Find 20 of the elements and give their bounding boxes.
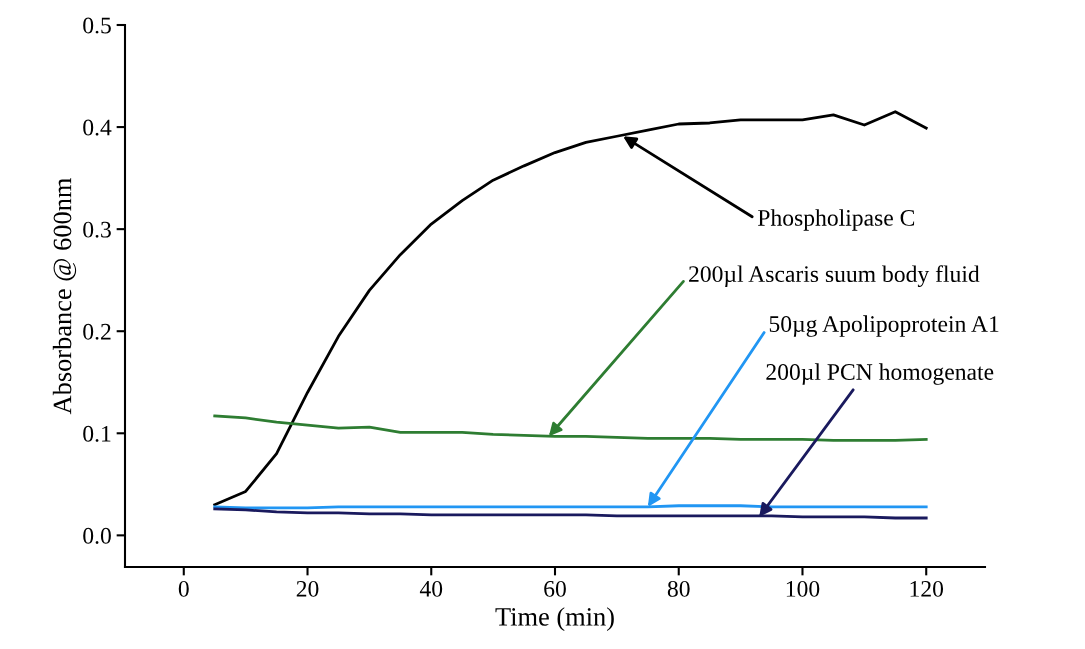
- y-tick-label: 0.4: [83, 119, 112, 136]
- x-tick-label: 120: [910, 580, 944, 597]
- y-axis-title: Absorbance @ 600nm: [52, 178, 77, 415]
- x-tick-label: 0: [178, 580, 189, 597]
- x-tick-label: 20: [296, 580, 319, 597]
- y-tick-label: 0.1: [83, 425, 111, 442]
- x-tick-label: 60: [544, 580, 566, 597]
- annotation: 200µl Ascaris suum body fluid: [689, 265, 980, 287]
- x-axis-title: Time (min): [495, 607, 614, 632]
- annotation: 50µg Apolipoprotein A1: [769, 315, 999, 337]
- x-tick-label: 100: [786, 580, 820, 597]
- annotation: Phospholipase C: [758, 209, 915, 231]
- annotation: 200µl PCN homogenate: [766, 363, 994, 385]
- x-tick-label: 80: [667, 580, 690, 597]
- y-tick-label: 0.0: [83, 527, 111, 544]
- y-tick-label: 0.5: [83, 17, 111, 34]
- x-tick-label: 40: [419, 580, 443, 597]
- y-tick-label: 0.3: [83, 221, 111, 238]
- y-tick-label: 0.2: [83, 323, 111, 340]
- line-series: [213, 414, 928, 442]
